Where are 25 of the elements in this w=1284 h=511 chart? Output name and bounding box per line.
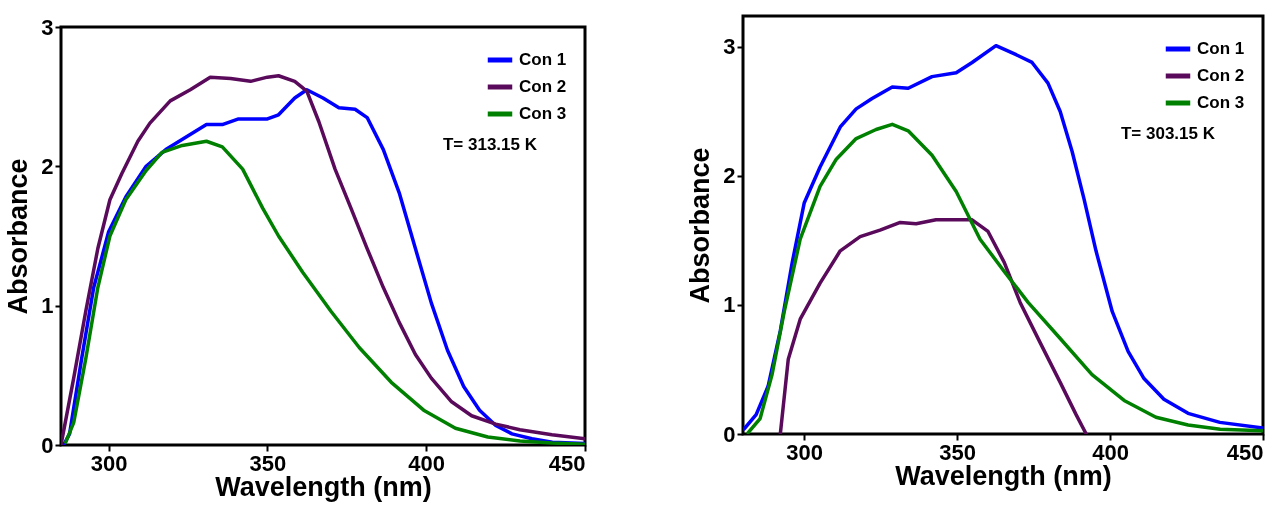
line-series (64, 139, 585, 445)
x-tick-label: 450 (1226, 439, 1264, 465)
y-tick-label: 2 (41, 153, 54, 179)
x-tick-label: 300 (786, 439, 824, 465)
y-tick-label: 0 (723, 421, 736, 447)
y-tick-label: 3 (41, 14, 54, 40)
y-tick-label: 1 (723, 292, 736, 318)
y-tick-label: 3 (723, 34, 736, 60)
legend-label: Con 2 (1197, 66, 1245, 85)
line-series (778, 218, 1088, 434)
y-axis-title: Absorbance (685, 147, 716, 304)
y-tick-label: 2 (723, 163, 736, 189)
line-series (746, 122, 1263, 434)
legend-label: Con 3 (1197, 93, 1245, 112)
y-tick-label: 1 (41, 293, 54, 319)
legend-label: Con 2 (519, 77, 567, 96)
legend-label: Con 3 (519, 104, 567, 123)
y-axis-title: Absorbance (3, 158, 34, 315)
y-tick-label: 0 (41, 432, 54, 458)
annotation: T= 303.15 K (1120, 124, 1216, 143)
annotation: T= 313.15 K (442, 135, 538, 154)
x-tick-label: 450 (548, 450, 586, 476)
legend-label: Con 1 (519, 50, 567, 69)
x-tick-label: 300 (90, 450, 128, 476)
legend-label: Con 1 (1197, 39, 1245, 58)
